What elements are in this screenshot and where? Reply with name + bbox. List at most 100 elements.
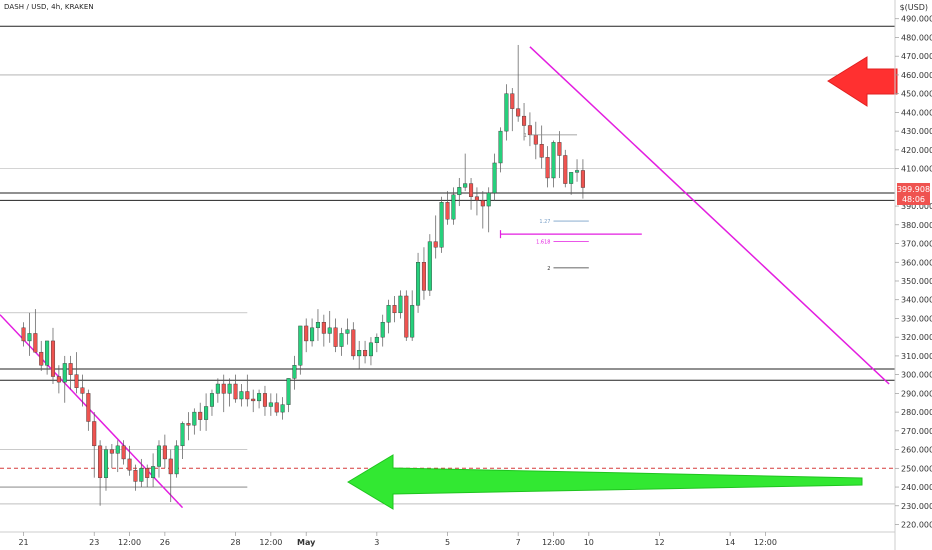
candle-body-86 bbox=[527, 125, 532, 136]
candle-body-11 bbox=[86, 393, 91, 422]
candle-body-29 bbox=[192, 411, 197, 426]
candle-body-92 bbox=[563, 155, 568, 184]
fib-level-label-3: 2 bbox=[547, 266, 550, 272]
candle-body-52 bbox=[327, 327, 332, 334]
x-tick-label-13: 14 bbox=[725, 538, 735, 547]
candle-body-82 bbox=[504, 93, 509, 132]
y-tick-label-5: 440.000 bbox=[901, 108, 932, 117]
y-tick-label-20: 280.000 bbox=[901, 408, 932, 417]
candle-body-3 bbox=[39, 351, 44, 366]
candle-body-10 bbox=[80, 387, 85, 394]
current-price-tag: 399.908 48:06 bbox=[897, 183, 930, 205]
price-tag-countdown: 48:06 bbox=[902, 195, 925, 204]
y-tick-label-1: 480.000 bbox=[901, 33, 932, 42]
trendline-1 bbox=[529, 46, 890, 385]
y-tick-label-26: 220.000 bbox=[901, 521, 932, 530]
candle-body-83 bbox=[510, 93, 515, 109]
candle-body-79 bbox=[486, 192, 491, 207]
candle-body-76 bbox=[469, 183, 474, 197]
y-tick-label-25: 230.000 bbox=[901, 502, 932, 511]
y-tick-label-0: 490.000 bbox=[901, 15, 932, 24]
x-tick-label-5: 12:00 bbox=[259, 538, 282, 547]
candle-body-31 bbox=[204, 406, 209, 420]
candle-body-13 bbox=[98, 445, 103, 478]
candle-body-55 bbox=[345, 329, 350, 334]
candle-body-2 bbox=[33, 333, 38, 353]
price-tag-box bbox=[897, 183, 930, 205]
candle-body-67 bbox=[416, 262, 421, 306]
candle-body-57 bbox=[357, 350, 362, 357]
candle-body-25 bbox=[168, 458, 173, 475]
y-tick-label-6: 430.000 bbox=[901, 127, 932, 136]
candle-body-12 bbox=[92, 421, 97, 447]
candle-body-87 bbox=[533, 134, 538, 145]
candle-body-37 bbox=[239, 391, 244, 400]
candle-body-42 bbox=[268, 402, 273, 407]
candle-body-15 bbox=[109, 449, 114, 454]
candle-body-89 bbox=[545, 157, 550, 179]
price-tag-price: 399.908 bbox=[897, 185, 930, 194]
candle-body-27 bbox=[180, 423, 185, 447]
trendlines bbox=[0, 46, 890, 509]
y-tick-label-2: 470.000 bbox=[901, 52, 932, 61]
y-tick-label-16: 320.000 bbox=[901, 333, 932, 342]
x-tick-label-2: 12:00 bbox=[118, 538, 141, 547]
candle-body-43 bbox=[274, 402, 279, 413]
fib-level-label-2: 1.618 bbox=[536, 240, 550, 246]
candle-body-23 bbox=[156, 445, 162, 467]
candle-body-24 bbox=[162, 445, 167, 460]
candle-body-22 bbox=[151, 466, 156, 478]
candle-body-88 bbox=[539, 144, 544, 158]
candle-body-94 bbox=[575, 170, 580, 173]
candle-body-48 bbox=[304, 325, 309, 342]
x-tick-label-9: 7 bbox=[516, 538, 521, 547]
candle-body-90 bbox=[551, 142, 556, 179]
fib-level-label-0: 1 bbox=[524, 133, 527, 139]
y-tick-label-17: 310.000 bbox=[901, 352, 932, 361]
fib-extension: 1 1.27 1.618 2 bbox=[499, 133, 642, 272]
candle-body-66 bbox=[410, 305, 415, 338]
candle-body-38 bbox=[245, 391, 250, 400]
red-arrow-left bbox=[827, 56, 898, 107]
candle-body-20 bbox=[139, 468, 144, 482]
trendline-0 bbox=[0, 314, 184, 509]
y-tick-label-10: 380.000 bbox=[901, 221, 932, 230]
x-tick-label-3: 26 bbox=[160, 538, 170, 547]
candle-body-17 bbox=[121, 445, 126, 460]
candle-body-73 bbox=[451, 194, 456, 220]
candle-body-63 bbox=[392, 305, 397, 314]
fib-level-label-1: 1.27 bbox=[539, 219, 550, 225]
candle-body-54 bbox=[339, 333, 344, 347]
candle-body-33 bbox=[215, 383, 220, 394]
annotation-arrows bbox=[347, 56, 898, 510]
y-tick-label-15: 330.000 bbox=[901, 314, 932, 323]
y-tick-label-18: 300.000 bbox=[901, 371, 932, 380]
candle-body-44 bbox=[280, 404, 285, 413]
candle-body-59 bbox=[368, 342, 373, 357]
candle-body-30 bbox=[198, 411, 203, 420]
y-tick-label-8: 410.000 bbox=[901, 165, 932, 174]
candle-body-91 bbox=[557, 142, 562, 156]
candle-body-21 bbox=[145, 468, 150, 478]
candle-body-4 bbox=[45, 340, 50, 366]
candle-body-32 bbox=[209, 393, 214, 407]
candle-body-81 bbox=[498, 130, 503, 164]
candle-body-74 bbox=[457, 187, 462, 196]
green-arrow-left bbox=[347, 454, 863, 510]
candle-body-61 bbox=[380, 321, 385, 338]
candle-body-69 bbox=[427, 241, 432, 291]
candle-body-53 bbox=[333, 327, 338, 347]
y-tick-label-13: 350.000 bbox=[901, 277, 932, 286]
candle-body-58 bbox=[363, 350, 368, 357]
candle-body-19 bbox=[133, 469, 138, 482]
candle-body-8 bbox=[68, 363, 73, 375]
y-tick-label-23: 250.000 bbox=[901, 464, 932, 473]
y-tick-label-11: 370.000 bbox=[901, 240, 932, 249]
candle-body-60 bbox=[374, 336, 379, 344]
candle-body-34 bbox=[221, 383, 226, 394]
y-tick-label-7: 420.000 bbox=[901, 146, 932, 155]
candle-body-0 bbox=[21, 327, 26, 342]
x-tick-label-7: 3 bbox=[374, 538, 379, 547]
candle-body-46 bbox=[292, 365, 297, 379]
